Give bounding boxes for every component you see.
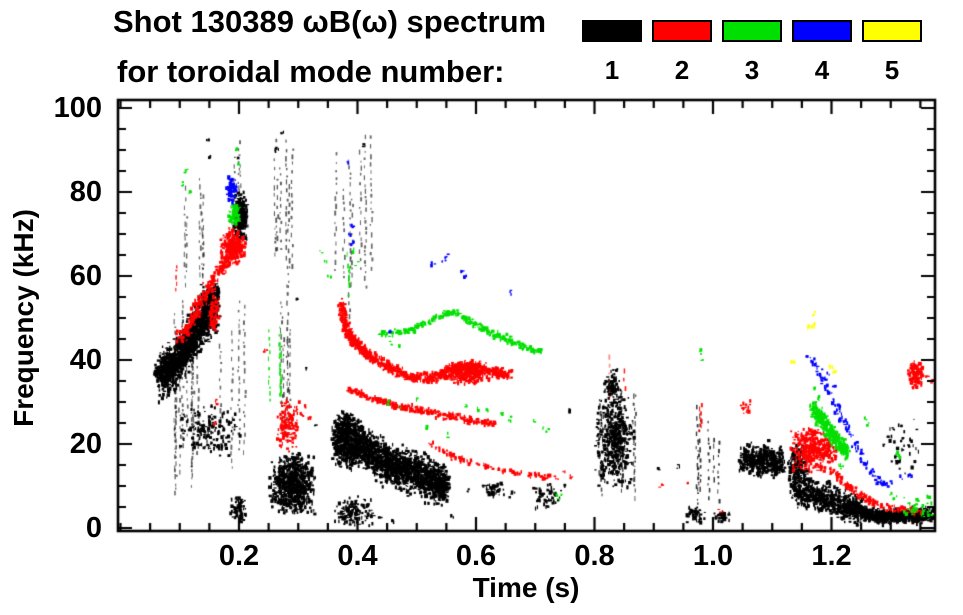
x-axis-title: Time (s) <box>472 572 580 603</box>
chart-title: Shot 130389 ωB(ω) spectrum <box>113 4 547 39</box>
legend-swatch-n4 <box>791 20 852 42</box>
y-tick-label: 80 <box>69 176 102 208</box>
y-tick-label: 100 <box>53 92 102 124</box>
y-tick-label: 20 <box>69 428 102 460</box>
x-tick-label: 0.8 <box>574 540 615 572</box>
legend-label-n5: 5 <box>884 55 900 85</box>
x-tick-label: 0.2 <box>218 540 260 572</box>
legend-label-n2: 2 <box>674 55 690 85</box>
y-tick-label: 60 <box>69 260 102 292</box>
legend-swatch-n3 <box>721 20 782 42</box>
x-tick-label: 0.6 <box>455 540 497 572</box>
y-tick-label: 0 <box>85 512 102 544</box>
x-tick-label: 0.4 <box>337 540 378 572</box>
legend-swatch-n2 <box>651 20 712 42</box>
y-axis-title: Frequency (kHz) <box>8 209 39 427</box>
chart-subtitle: for toroidal mode number: <box>117 54 505 89</box>
legend-swatch-n5 <box>861 20 922 42</box>
legend-label-n3: 3 <box>744 55 760 85</box>
legend-label-n1: 1 <box>604 55 620 85</box>
y-tick-label: 40 <box>69 344 102 376</box>
legend-label-n4: 4 <box>814 55 830 85</box>
x-tick-label: 1.2 <box>811 540 852 572</box>
legend-swatch-n1 <box>581 20 642 42</box>
x-tick-label: 1.0 <box>692 540 734 572</box>
